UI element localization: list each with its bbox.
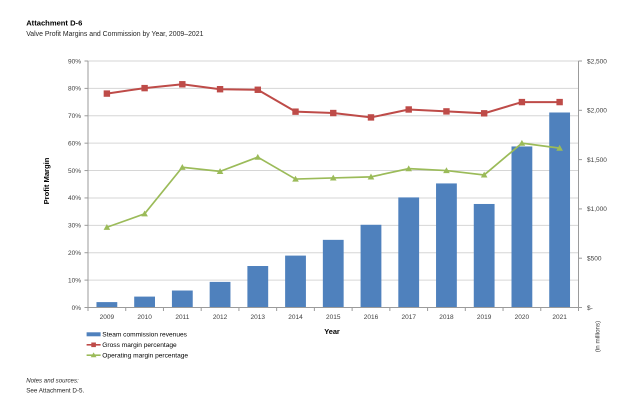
svg-text:2010: 2010 bbox=[137, 314, 152, 321]
svg-text:Notes and sources:: Notes and sources: bbox=[26, 378, 79, 385]
svg-text:Profit Margin: Profit Margin bbox=[42, 157, 51, 204]
svg-text:10%: 10% bbox=[68, 277, 81, 284]
svg-text:Gross margin percentage: Gross margin percentage bbox=[102, 342, 177, 349]
svg-text:Year: Year bbox=[324, 327, 340, 336]
svg-text:$2,000: $2,000 bbox=[587, 108, 607, 115]
svg-text:2021: 2021 bbox=[552, 314, 567, 321]
svg-text:2013: 2013 bbox=[251, 314, 266, 321]
svg-text:Operating margin percentage: Operating margin percentage bbox=[102, 353, 188, 360]
svg-text:20%: 20% bbox=[68, 250, 81, 257]
svg-text:2018: 2018 bbox=[439, 314, 454, 321]
svg-text:(in millions): (in millions) bbox=[595, 321, 602, 352]
svg-text:2011: 2011 bbox=[175, 314, 189, 321]
svg-text:90%: 90% bbox=[68, 58, 81, 65]
svg-text:30%: 30% bbox=[68, 223, 81, 230]
svg-text:70%: 70% bbox=[68, 113, 81, 120]
svg-text:$1,000: $1,000 bbox=[587, 206, 607, 213]
svg-text:$500: $500 bbox=[587, 256, 602, 263]
svg-text:2012: 2012 bbox=[213, 314, 228, 321]
svg-text:Steam commission revenues: Steam commission revenues bbox=[102, 332, 187, 339]
svg-text:50%: 50% bbox=[68, 168, 81, 175]
svg-text:$1,500: $1,500 bbox=[587, 157, 607, 164]
svg-text:60%: 60% bbox=[68, 140, 81, 147]
svg-text:0%: 0% bbox=[72, 305, 82, 312]
svg-text:2020: 2020 bbox=[515, 314, 530, 321]
svg-text:2014: 2014 bbox=[288, 314, 303, 321]
svg-text:Valve Profit Margins and Commi: Valve Profit Margins and Commission by Y… bbox=[26, 31, 203, 38]
svg-text:$-: $- bbox=[587, 305, 593, 312]
svg-text:2019: 2019 bbox=[477, 314, 492, 321]
svg-text:2015: 2015 bbox=[326, 314, 341, 321]
svg-text:2017: 2017 bbox=[401, 314, 416, 321]
svg-text:2016: 2016 bbox=[364, 314, 379, 321]
svg-text:80%: 80% bbox=[68, 86, 81, 93]
svg-text:40%: 40% bbox=[68, 195, 81, 202]
svg-text:See Attachment D-5.: See Attachment D-5. bbox=[26, 387, 84, 394]
svg-text:2009: 2009 bbox=[100, 314, 115, 321]
svg-text:Attachment D-6: Attachment D-6 bbox=[26, 19, 82, 28]
svg-text:$2,500: $2,500 bbox=[587, 58, 607, 65]
